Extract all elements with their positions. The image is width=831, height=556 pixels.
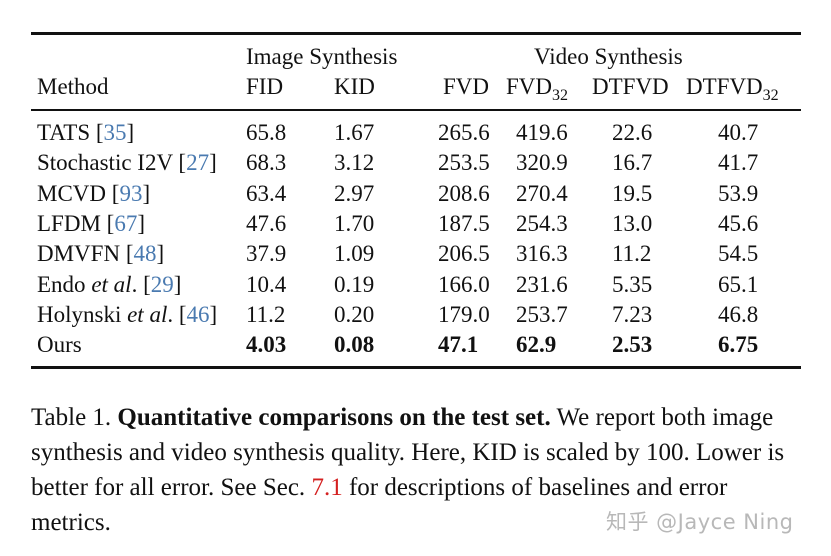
col-header-fid: FID: [246, 74, 284, 99]
method-name: MCVD [93]: [37, 180, 151, 206]
cell-kid: 3.12: [334, 150, 375, 176]
method-name: DMVFN [48]: [37, 241, 165, 267]
table-top-rule: [31, 32, 801, 35]
table-row: Holynski et al. [46] 11.2 0.20 179.0 253.7 7.…: [0, 302, 831, 332]
cell-fvd32: 270.4: [516, 180, 568, 206]
citation[interactable]: [27]: [178, 150, 217, 176]
col-header-method: Method: [37, 74, 109, 99]
table-caption: Table 1. Quantitative comparisons on the…: [31, 400, 801, 540]
method-name: Endo et al. [29]: [37, 271, 182, 297]
cell-kid: 1.67: [334, 120, 375, 145]
cell-dtfvd: 16.7: [612, 150, 653, 176]
section-ref-link[interactable]: 7.1: [311, 474, 343, 501]
cell-fvd32: 316.3: [516, 241, 568, 267]
method-name: TATS [35]: [37, 120, 135, 145]
cell-dtfvd32: 53.9: [718, 180, 759, 206]
col-header-kid: KID: [334, 74, 375, 99]
group-header-image-synthesis: Image Synthesis: [246, 44, 398, 69]
table-row: MCVD [93] 63.4 2.97 208.6 270.4 19.5 53.9: [0, 181, 831, 211]
cell-dtfvd32: 6.75: [718, 332, 759, 358]
citation[interactable]: [93]: [111, 180, 151, 206]
cell-fvd32: 254.3: [516, 210, 568, 236]
cell-fvd32: 62.9: [516, 332, 557, 358]
table-bottom-rule: [31, 366, 801, 369]
col-header-fvd: FVD: [443, 74, 490, 99]
citation[interactable]: [67]: [106, 210, 145, 236]
method-name: Ours: [37, 332, 82, 358]
citation[interactable]: [35]: [95, 120, 135, 145]
cell-dtfvd: 2.53: [612, 332, 653, 358]
cell-dtfvd: 19.5: [612, 180, 653, 206]
cell-kid: 1.70: [334, 210, 375, 236]
cell-fid: 63.4: [246, 180, 287, 206]
watermark: 知乎 @Jayce Ning: [606, 510, 794, 534]
cell-fvd: 166.0: [438, 271, 490, 297]
cell-dtfvd: 5.35: [612, 271, 653, 297]
col-header-dtfvd: DTFVD: [592, 74, 669, 99]
cell-kid: 0.08: [334, 332, 375, 358]
citation[interactable]: [29]: [143, 271, 182, 297]
cell-fvd32: 419.6: [516, 120, 568, 145]
cell-fid: 11.2: [246, 301, 286, 327]
cell-fvd: 179.0: [438, 301, 490, 327]
cell-fid: 4.03: [246, 332, 287, 358]
table-row: TATS [35] 65.8 1.67 265.6 419.6 22.6 40.7: [0, 120, 831, 150]
caption-title: Quantitative comparisons on the test set…: [117, 404, 551, 431]
cell-kid: 0.20: [334, 301, 375, 327]
cell-dtfvd32: 46.8: [718, 301, 759, 327]
table-row: Ours 4.03 0.08 47.1 62.9 2.53 6.75: [0, 332, 831, 362]
cell-fid: 47.6: [246, 210, 287, 236]
cell-dtfvd32: 40.7: [718, 120, 759, 145]
method-name: Holynski et al. [46]: [37, 301, 218, 327]
table-row: LFDM [67] 47.6 1.70 187.5 254.3 13.0 45.6: [0, 211, 831, 241]
caption-text: We report both image synthesis and video…: [31, 404, 785, 501]
citation[interactable]: [46]: [178, 301, 218, 327]
cell-fvd32: 253.7: [516, 301, 568, 327]
cell-dtfvd: 7.23: [612, 301, 653, 327]
table-header-rule: [31, 109, 801, 111]
cell-fid: 10.4: [246, 271, 287, 297]
caption-label: Table 1.: [31, 404, 112, 431]
cell-kid: 2.97: [334, 180, 375, 206]
cell-fid: 37.9: [246, 241, 287, 267]
cell-fvd: 253.5: [438, 150, 490, 176]
table-row: DMVFN [48] 37.9 1.09 206.5 316.3 11.2 54.5: [0, 241, 831, 271]
cell-fvd32: 320.9: [516, 150, 568, 176]
cell-fvd: 208.6: [438, 180, 490, 206]
col-header-fvd32: FVD32: [506, 74, 569, 104]
cell-dtfvd: 13.0: [612, 210, 653, 236]
cell-fvd: 47.1: [438, 332, 479, 358]
table-row: Endo et al. [29] 10.4 0.19 166.0 231.6 5.35 65…: [0, 272, 831, 302]
cell-dtfvd32: 54.5: [718, 241, 759, 267]
cell-fid: 68.3: [246, 150, 287, 176]
group-header-video-synthesis: Video Synthesis: [534, 44, 683, 69]
cell-dtfvd32: 65.1: [718, 271, 759, 297]
cell-dtfvd32: 45.6: [718, 210, 759, 236]
cell-fvd: 265.6: [438, 120, 490, 145]
method-name: Stochastic I2V [27]: [37, 150, 217, 176]
cell-fid: 65.8: [246, 120, 287, 145]
cell-dtfvd: 22.6: [612, 120, 653, 145]
cell-fvd32: 231.6: [516, 271, 568, 297]
cell-fvd: 206.5: [438, 241, 490, 267]
method-name: LFDM [67]: [37, 210, 145, 236]
caption-text-2: for descriptions of baselines and error …: [31, 474, 728, 536]
cell-kid: 1.09: [334, 241, 375, 267]
cell-dtfvd: 11.2: [612, 241, 652, 267]
col-header-dtfvd32: DTFVD32: [686, 74, 779, 104]
table-row: Stochastic I2V [27] 68.3 3.12 253.5 320.9 16.…: [0, 150, 831, 180]
cell-kid: 0.19: [334, 271, 375, 297]
citation[interactable]: [48]: [125, 241, 165, 267]
cell-fvd: 187.5: [438, 210, 490, 236]
cell-dtfvd32: 41.7: [718, 150, 759, 176]
